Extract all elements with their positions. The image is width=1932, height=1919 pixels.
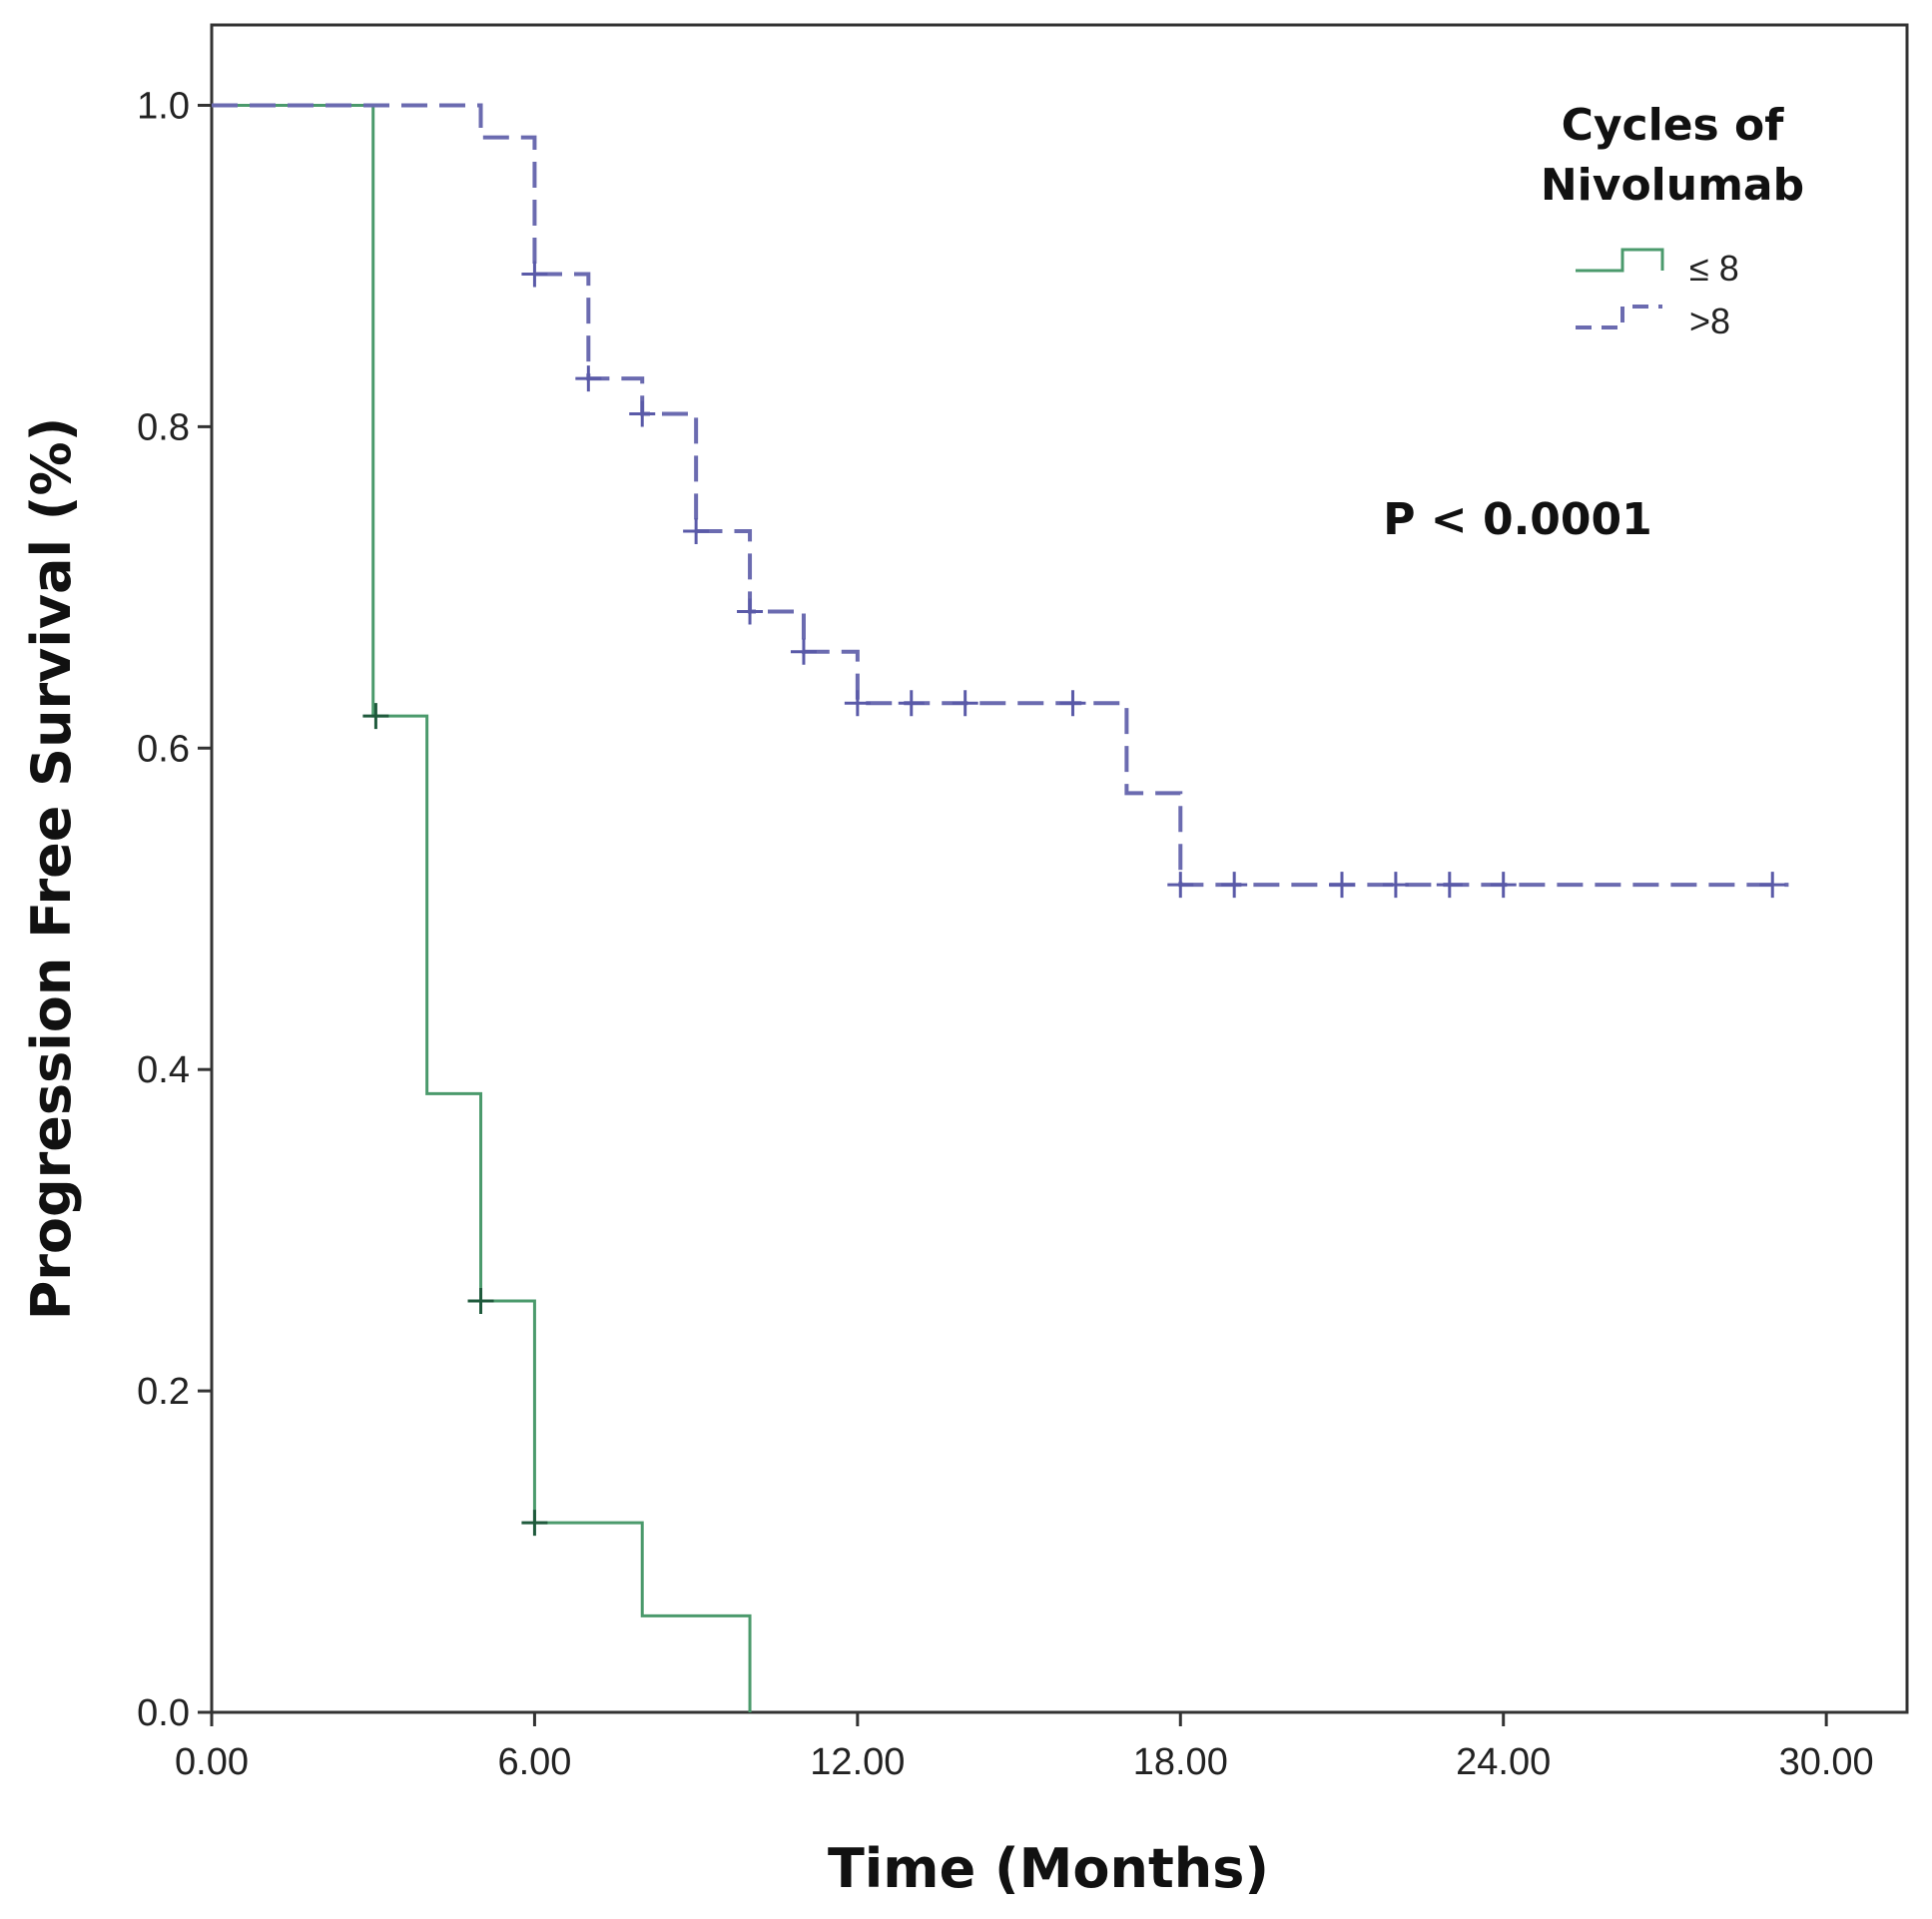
legend-swatch-gt-8 [1576, 305, 1662, 329]
y-tick-label: 0.6 [137, 728, 190, 770]
legend: Cycles of Nivolumab ≤ 8 >8 [1541, 100, 1804, 341]
legend-swatch-le-8 [1576, 248, 1664, 273]
series-line-1 [212, 103, 1789, 888]
y-axis: 0.0 0.2 0.4 0.6 0.8 1.0 [137, 85, 212, 1734]
x-tick-label: 12.00 [810, 1741, 905, 1783]
censor-mark [683, 518, 710, 544]
censor-mark [1221, 872, 1248, 899]
censor-mark [521, 261, 548, 288]
y-tick-label: 0.4 [137, 1049, 190, 1091]
censor-mark [1329, 872, 1355, 899]
censor-mark [1059, 690, 1086, 717]
censor-mark [1490, 872, 1517, 899]
y-tick-label: 0.8 [137, 406, 190, 448]
legend-label-gt-8: >8 [1689, 301, 1730, 341]
y-tick-label: 1.0 [137, 85, 190, 127]
censor-mark [362, 703, 389, 730]
legend-label-le-8: ≤ 8 [1689, 248, 1739, 289]
censor-mark [737, 598, 764, 625]
legend-title-line-2: Nivolumab [1541, 160, 1804, 211]
plot-area [212, 103, 1789, 1712]
x-tick-label: 24.00 [1456, 1741, 1551, 1783]
x-axis: 0.00 6.00 12.00 18.00 24.00 30.00 [175, 1712, 1874, 1783]
censor-mark [1759, 872, 1786, 899]
y-axis-title: Progression Free Survival (%) [20, 417, 83, 1321]
x-tick-label: 18.00 [1133, 1741, 1228, 1783]
x-tick-label: 0.00 [175, 1741, 249, 1783]
censor-mark [629, 400, 656, 427]
legend-title-line-1: Cycles of [1562, 100, 1785, 151]
x-axis-title: Time (Months) [828, 1837, 1269, 1900]
x-tick-label: 30.00 [1779, 1741, 1874, 1783]
censor-mark [1436, 872, 1463, 899]
censor-mark [1382, 872, 1409, 899]
censor-mark [1167, 872, 1194, 899]
y-tick-label: 0.2 [137, 1371, 190, 1413]
censor-mark [521, 1510, 548, 1537]
plot-frame [210, 23, 1909, 1714]
x-tick-label: 6.00 [497, 1741, 571, 1783]
censor-mark [952, 690, 978, 717]
censor-mark [575, 365, 602, 392]
censor-mark [898, 690, 925, 717]
y-tick-label: 0.0 [137, 1692, 190, 1734]
p-value-annotation: P < 0.0001 [1383, 494, 1652, 545]
censor-mark [844, 690, 871, 717]
censor-mark [790, 638, 817, 665]
censor-mark [467, 1287, 494, 1314]
